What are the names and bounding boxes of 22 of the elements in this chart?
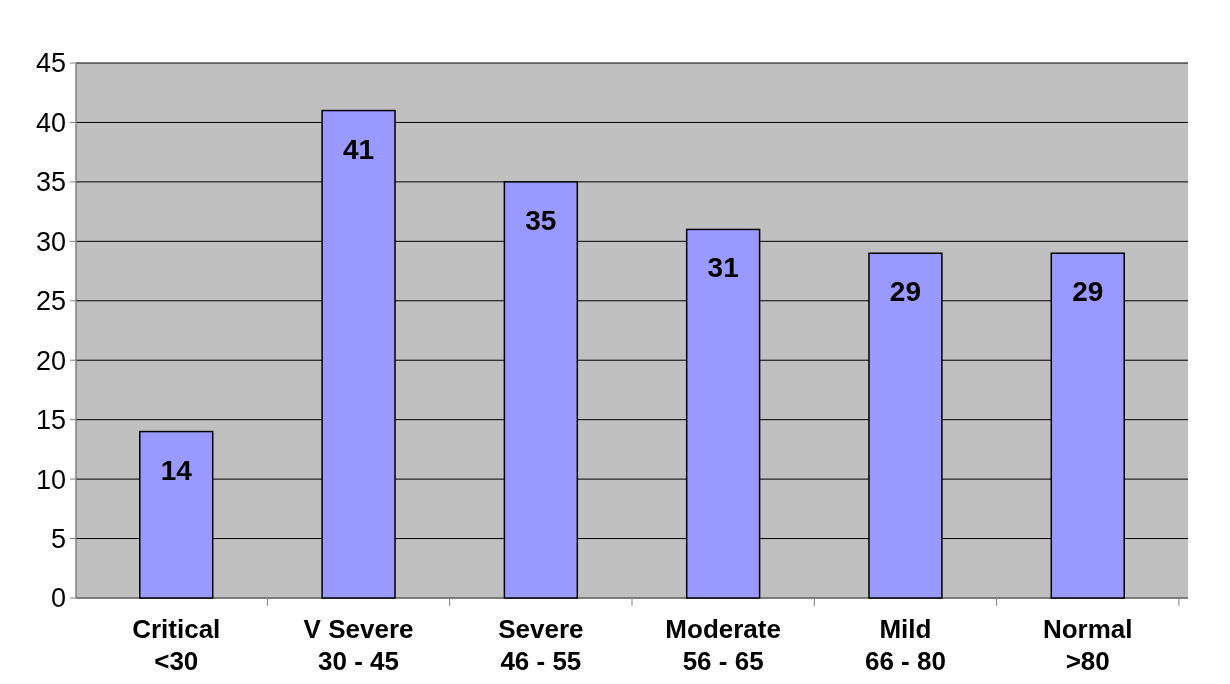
data-label: 35 <box>525 204 557 236</box>
y-tick-label: 30 <box>35 226 66 257</box>
y-tick-label: 25 <box>35 286 66 317</box>
y-tick-label: 35 <box>35 167 66 198</box>
y-tick-label: 45 <box>35 48 66 79</box>
x-tick-label: Moderate 56 - 65 <box>665 614 781 676</box>
data-label: 31 <box>707 252 739 284</box>
data-label: 29 <box>1072 276 1104 308</box>
y-tick-label: 10 <box>35 464 66 495</box>
data-label: 41 <box>342 133 375 165</box>
y-tick-label: 20 <box>35 345 66 376</box>
x-tick-label: V Severe 30 - 45 <box>303 614 414 676</box>
x-tick-label: Severe 46 - 55 <box>498 614 584 676</box>
y-tick-label: 40 <box>35 107 66 138</box>
data-label: 29 <box>889 276 922 308</box>
x-tick-label: Mild 66 - 80 <box>864 614 946 676</box>
y-tick-label: 5 <box>50 524 66 555</box>
x-tick-label: Critical <30 <box>132 614 221 676</box>
x-tick-label: Normal >80 <box>1042 614 1133 676</box>
y-tick-label: 0 <box>50 583 66 614</box>
data-label: 14 <box>160 454 193 486</box>
y-tick-label: 15 <box>35 405 66 436</box>
